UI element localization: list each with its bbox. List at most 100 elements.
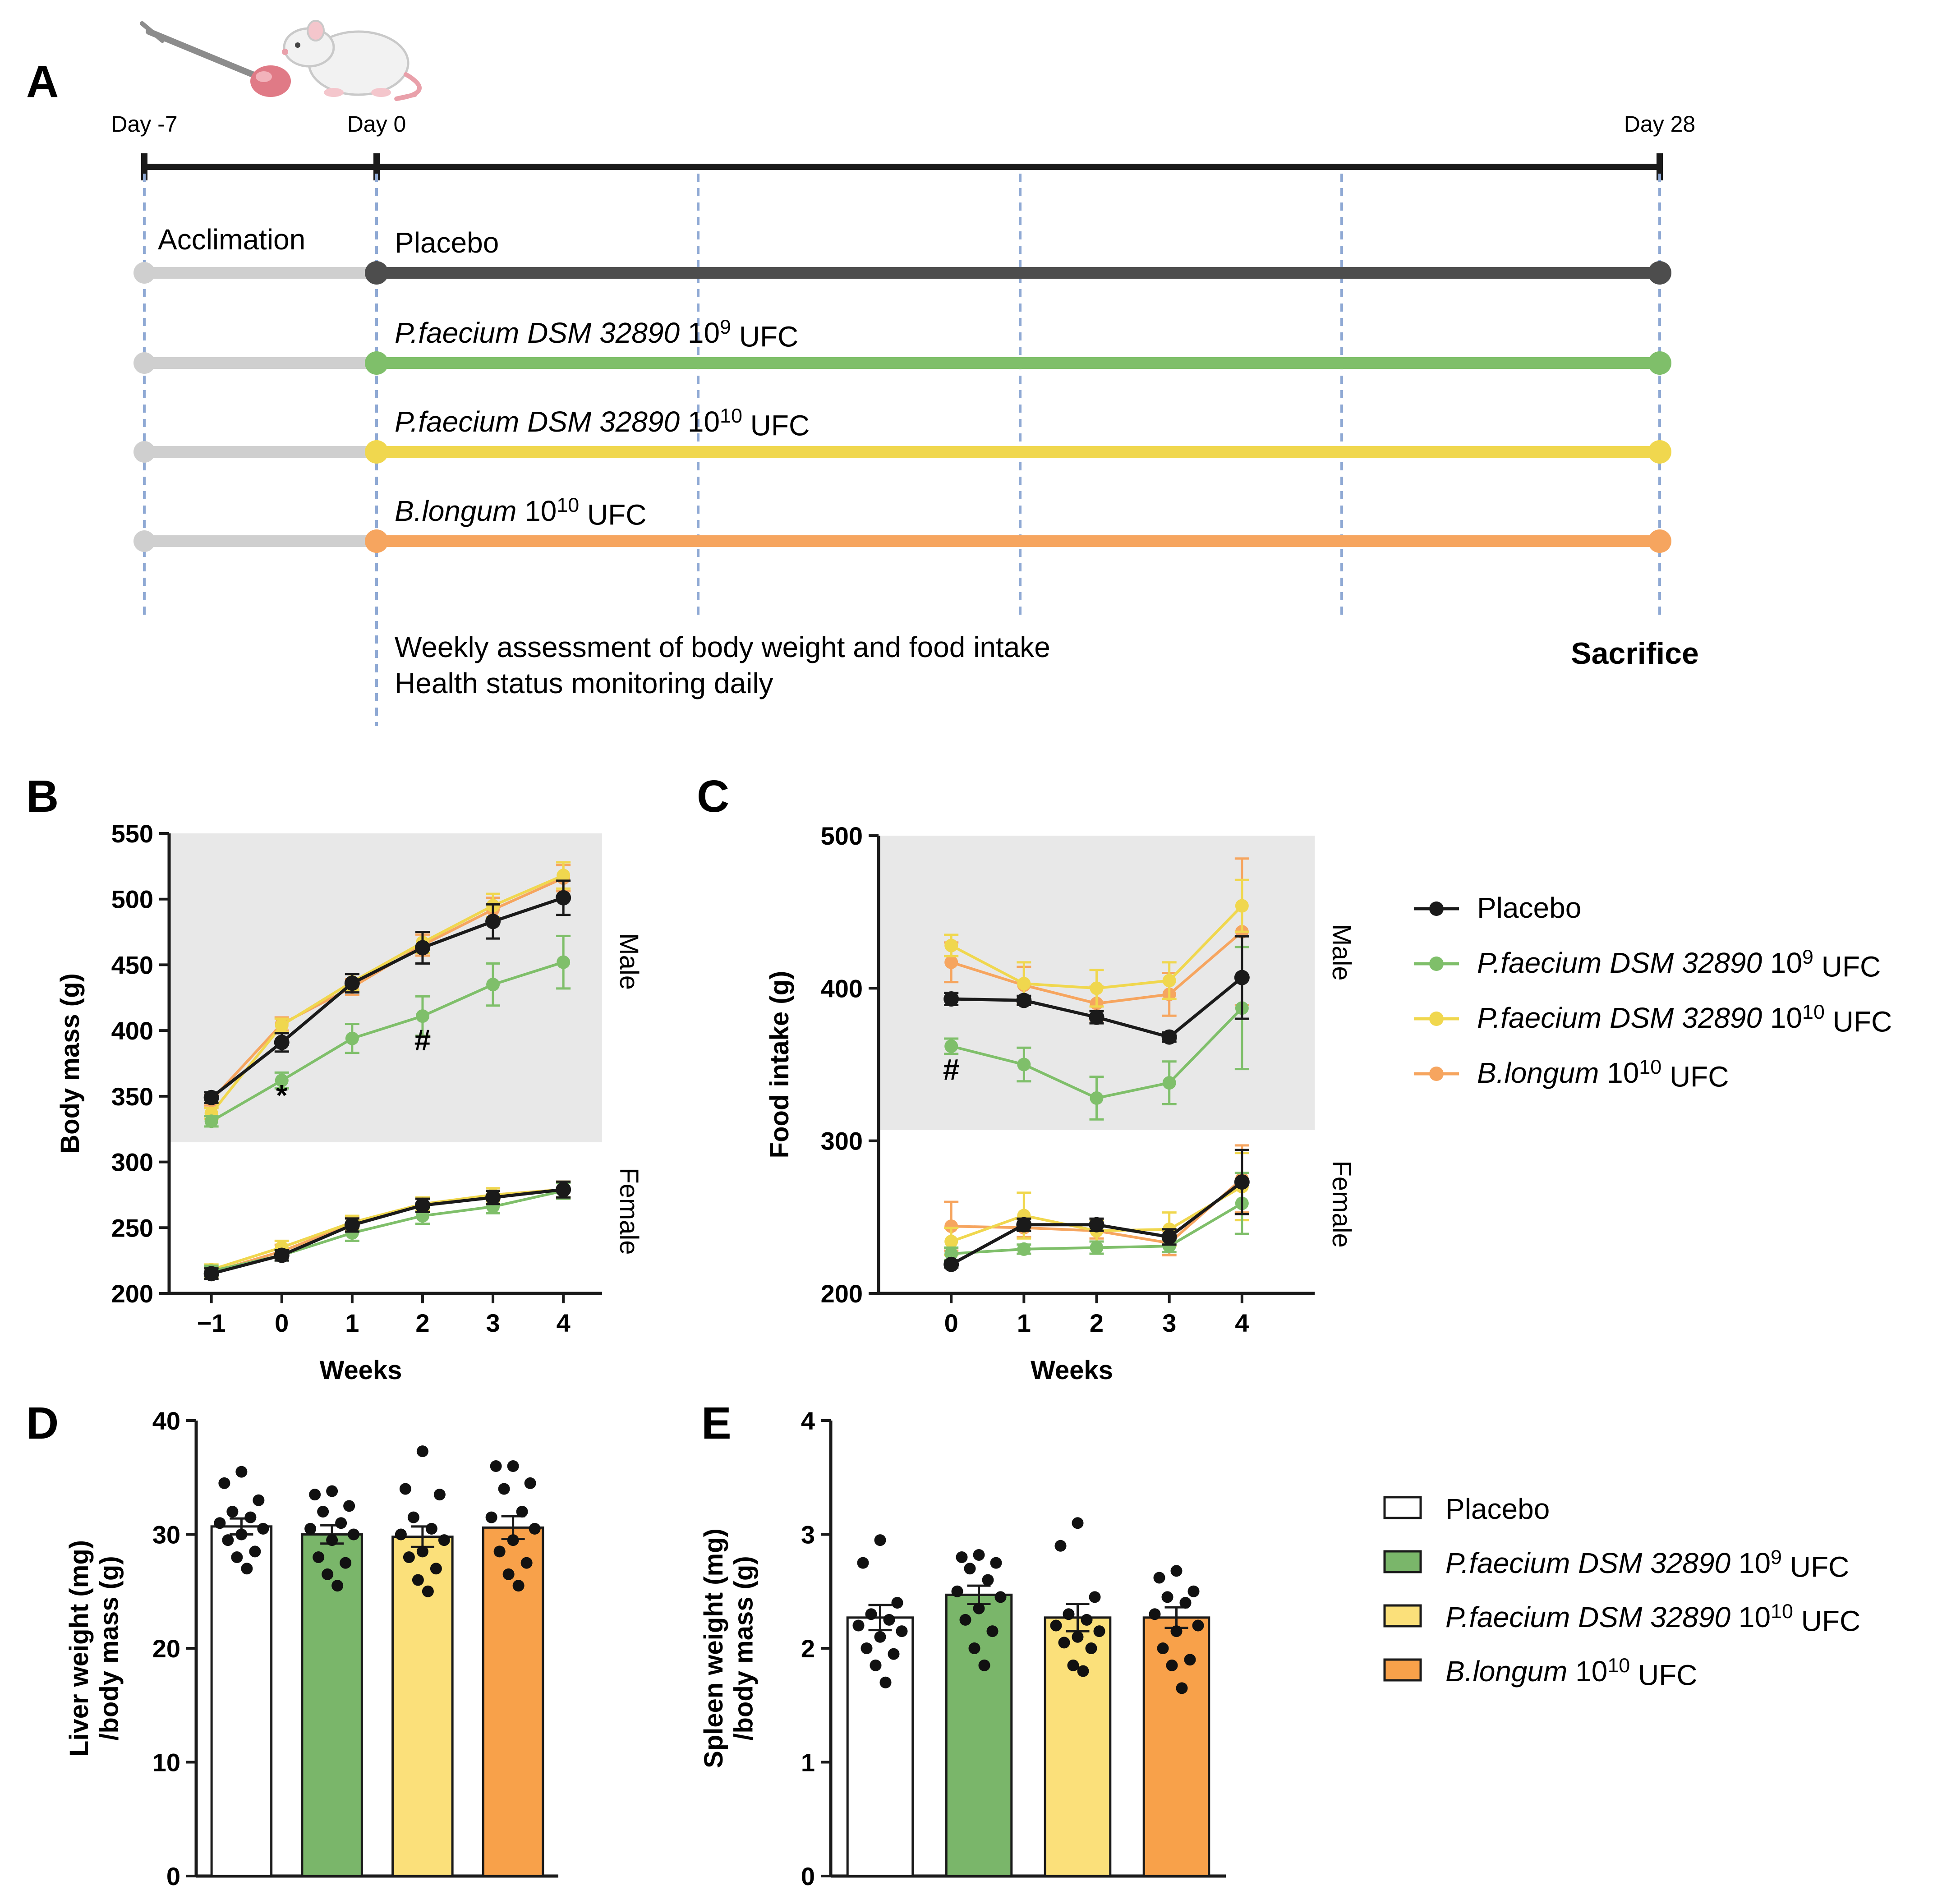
individual-point [1072,1517,1084,1529]
label-italic: B.longum [395,495,516,527]
individual-point [407,1511,419,1523]
individual-point [507,1460,519,1472]
legend-bar-label: B.longum 1010 UFC [1445,1654,1697,1692]
bar-placebo [846,1616,914,1877]
individual-point [403,1551,415,1563]
individual-point [399,1483,411,1495]
legend-line-label: P.faecium DSM 32890 109 UFC [1477,946,1881,983]
treatment-row-label: Placebo [395,226,499,259]
individual-point [951,1585,963,1597]
x-tick-label: 3 [1162,1309,1176,1337]
data-point-pf10 [1090,981,1104,995]
y-tick-label: 500 [111,885,153,914]
treatment-start-dot [365,440,388,464]
individual-point [343,1500,355,1512]
bar-pf9 [301,1533,363,1877]
female-region-label: Female [1327,1160,1356,1247]
label-plain: 10 [1730,1547,1771,1579]
treatment-start-dot [365,351,388,375]
data-point-placebo [203,1266,219,1282]
significance-marker: # [943,1053,960,1086]
y-axis-title: Spleen weight (mg)/body mass (g) [699,1528,759,1768]
note-weekly-assessment: Weekly assessment of body weight and foo… [395,631,1050,663]
data-point-pf9 [415,1009,429,1023]
label-unit: UFC [1630,1659,1697,1692]
data-point-pf10 [557,869,571,883]
individual-point [485,1511,497,1523]
rat-icon [282,20,422,101]
bar-placebo [210,1525,273,1877]
individual-point [1050,1619,1062,1632]
individual-point [1063,1608,1075,1620]
individual-point [879,1676,892,1688]
individual-point [1081,1614,1093,1626]
individual-point [1161,1591,1173,1603]
treatment-end-dot [1648,351,1671,375]
x-tick-label: −1 [197,1309,226,1337]
female-region-label: Female [614,1168,644,1255]
y-tick-label: 300 [111,1148,153,1177]
x-tick-label: 3 [486,1309,500,1337]
individual-point [888,1648,900,1660]
male-region-label: Male [614,933,644,990]
chart-body-mass: 200 250 300 350 400 450 500 550 −1 0 1 2 3 4 Weeks Body… [55,819,644,1385]
label-exponent: 10 [1607,1654,1630,1677]
y-tick-label: 10 [152,1748,180,1777]
data-point-placebo [1161,1029,1177,1045]
y-axis-title: Body mass (g) [55,973,85,1154]
data-point-pf10 [275,1018,289,1032]
data-point-bl10 [944,1219,958,1233]
label-exponent: 9 [1802,946,1813,968]
individual-point [304,1522,317,1535]
individual-point [502,1568,515,1580]
x-tick-label: 2 [415,1309,429,1337]
individual-point [524,1477,536,1489]
legend-line-label: Placebo [1477,892,1581,924]
individual-point [340,1557,352,1569]
label-unit: UFC [579,499,646,531]
legend-bar-label: P.faecium DSM 32890 109 UFC [1445,1546,1849,1583]
data-point-pf9 [1017,1058,1031,1072]
legend-bar-swatch [1383,1658,1422,1682]
label-italic: P.faecium DSM 32890 [1445,1601,1730,1633]
individual-point [1085,1642,1097,1654]
label-italic: P.faecium DSM 32890 [1477,947,1762,979]
individual-point [1077,1665,1089,1677]
individual-point [326,1485,338,1497]
treatment-end-dot [1648,261,1671,285]
individual-point [1179,1597,1192,1609]
individual-point [857,1557,869,1569]
legend-bar-swatch [1383,1550,1422,1573]
label-italic: B.longum [1445,1655,1567,1688]
bar-pf10 [1044,1616,1112,1877]
individual-point [512,1580,525,1592]
y-tick-label: 500 [821,822,863,850]
individual-point [982,1574,994,1586]
data-point-pf9 [944,1039,958,1053]
data-point-placebo [556,1182,571,1197]
day-label-0: Day 0 [347,111,406,137]
acclimation-label: Acclimation [158,223,305,256]
individual-point [990,1557,1002,1569]
individual-point [1067,1659,1079,1671]
individual-point [959,1614,971,1626]
individual-point [973,1602,985,1614]
data-point-placebo [203,1090,219,1105]
individual-point [222,1534,234,1546]
x-tick-label: 4 [557,1309,571,1337]
individual-point [994,1591,1007,1603]
x-axis-title: Weeks [1031,1356,1113,1385]
individual-point [218,1477,230,1489]
individual-point [1187,1585,1200,1597]
data-point-placebo [556,890,571,906]
legend-bar-label: P.faecium DSM 32890 1010 UFC [1445,1600,1860,1637]
individual-point [874,1534,886,1546]
y-axis-title-line2: /body mass (g) [729,1556,759,1740]
series-line-placebo-male [210,896,564,1099]
series-line-pf10-male [210,874,564,1114]
y-tick-label: 0 [801,1862,815,1890]
label-plain: 10 [1730,1601,1771,1633]
